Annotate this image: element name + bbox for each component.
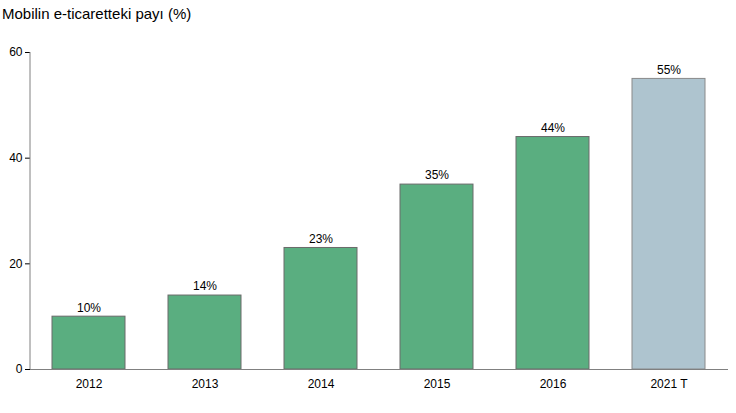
svg-text:10%: 10%: [77, 301, 101, 315]
svg-text:60: 60: [9, 45, 23, 59]
svg-text:55%: 55%: [657, 63, 681, 77]
svg-text:44%: 44%: [541, 121, 565, 135]
svg-text:2013: 2013: [192, 377, 219, 391]
svg-text:23%: 23%: [309, 232, 333, 246]
svg-text:0: 0: [16, 362, 23, 376]
svg-text:2014: 2014: [308, 377, 335, 391]
svg-text:40: 40: [9, 151, 23, 165]
svg-text:14%: 14%: [193, 279, 217, 293]
svg-text:2021 T: 2021 T: [650, 377, 688, 391]
svg-text:35%: 35%: [425, 168, 449, 182]
html-text:Mobilin e-ticaretteki payı (%): Mobilin e-ticaretteki payı (%): [2, 5, 192, 22]
svg-text:2016: 2016: [540, 377, 567, 391]
svg-text:20: 20: [9, 257, 23, 271]
svg-text:2015: 2015: [424, 377, 451, 391]
svg-text:2012: 2012: [76, 377, 103, 391]
